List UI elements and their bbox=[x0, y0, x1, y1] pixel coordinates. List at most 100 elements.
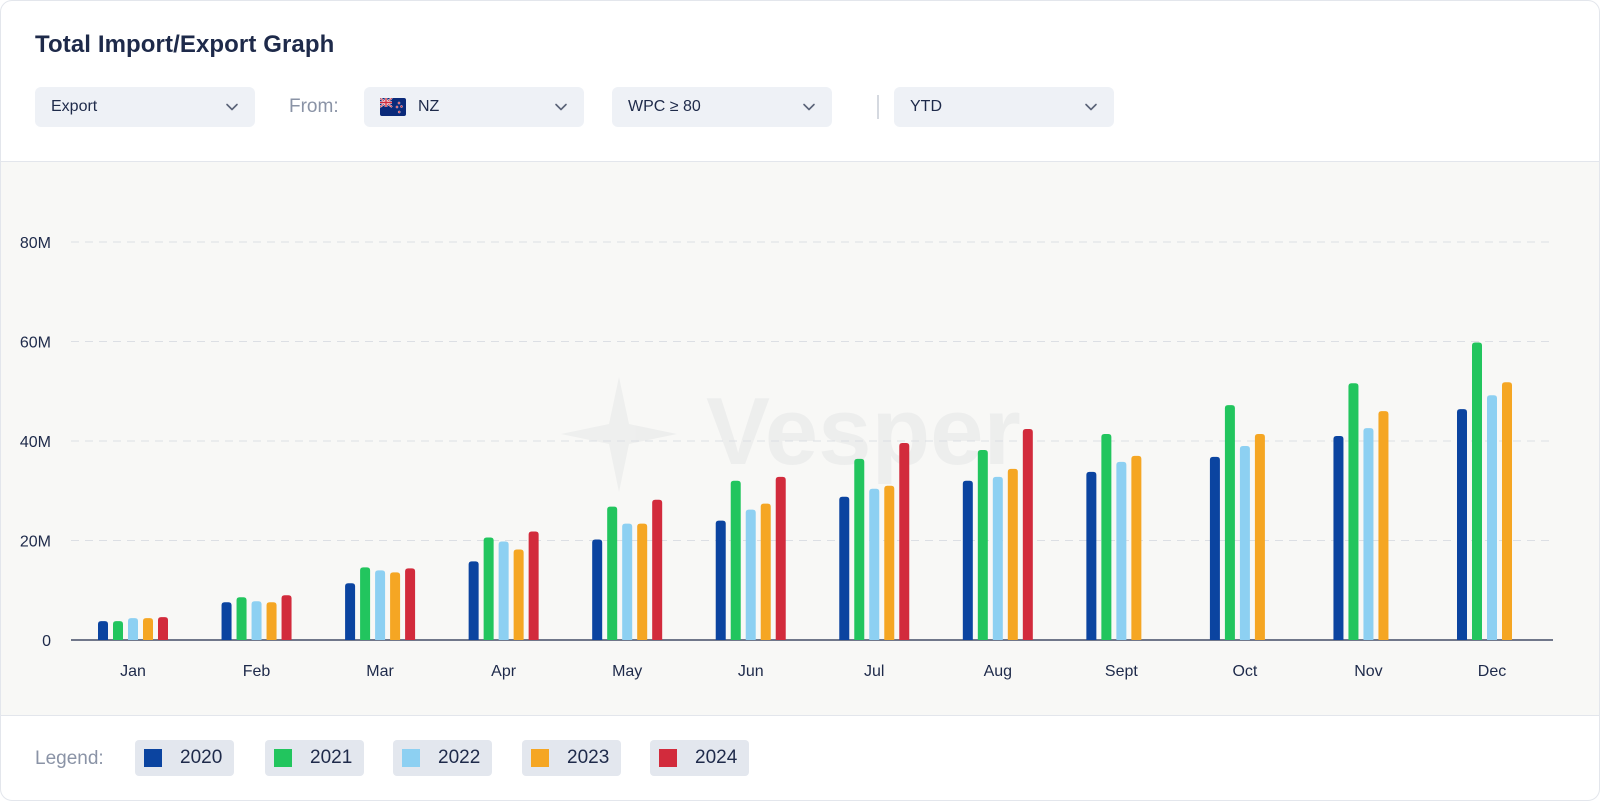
bar-2020-jul bbox=[839, 496, 850, 640]
period-dropdown[interactable]: YTD bbox=[894, 87, 1114, 127]
legend-item-label: 2023 bbox=[567, 747, 610, 768]
bar-2022-aug bbox=[992, 476, 1003, 640]
bar-2022-jan bbox=[128, 618, 138, 640]
nz-flag-icon bbox=[380, 98, 406, 116]
page-title: Total Import/Export Graph bbox=[35, 31, 335, 58]
bar-2021-oct bbox=[1224, 405, 1235, 640]
bar-2020-jun bbox=[715, 520, 726, 640]
bar-2021-sept bbox=[1101, 434, 1112, 640]
bar-2021-apr bbox=[483, 537, 494, 640]
bar-2021-aug bbox=[977, 449, 988, 640]
bar-2020-apr bbox=[468, 561, 479, 640]
bar-2024-mar bbox=[405, 568, 416, 640]
bar-2022-sept bbox=[1116, 461, 1127, 640]
bar-2022-mar bbox=[375, 570, 386, 640]
chevron-down-icon bbox=[555, 103, 567, 111]
chevron-down-icon bbox=[803, 103, 815, 111]
bar-2021-mar bbox=[360, 567, 371, 640]
legend-item-2020[interactable]: 2020 bbox=[135, 740, 235, 776]
chart-area: Vesper 0 20M 40M 60M 80M Jan Feb Mar Apr May Jun Ju… bbox=[1, 161, 1599, 716]
x-tick-label: Feb bbox=[243, 663, 271, 680]
legend-item-label: 2022 bbox=[438, 747, 481, 768]
bar-2020-nov bbox=[1333, 436, 1344, 640]
bar-2020-dec bbox=[1457, 409, 1467, 640]
bar-2023-nov bbox=[1378, 411, 1389, 640]
bar-2023-oct bbox=[1254, 434, 1265, 640]
bar-2022-oct bbox=[1239, 445, 1250, 640]
bar-2021-jun bbox=[730, 480, 741, 640]
filter-bar: Export From: NZ WPC ≥ 80 bbox=[1, 87, 1599, 127]
bar-2024-jun bbox=[775, 476, 786, 640]
bar-2020-oct bbox=[1209, 456, 1220, 640]
legend-item-label: 2020 bbox=[180, 747, 223, 768]
bar-2020-jan bbox=[98, 621, 108, 640]
legend-item-2022[interactable]: 2022 bbox=[393, 740, 493, 776]
flow-dropdown-value: Export bbox=[51, 98, 98, 115]
y-tick-label: 0 bbox=[42, 633, 51, 650]
bar-2023-may bbox=[637, 523, 648, 640]
bar-2024-jan bbox=[158, 617, 168, 640]
x-tick-label: Oct bbox=[1232, 663, 1257, 680]
legend-swatch bbox=[144, 749, 162, 767]
x-tick-label: May bbox=[612, 663, 642, 680]
legend-swatch bbox=[659, 749, 677, 767]
legend-item-label: 2021 bbox=[310, 747, 353, 768]
watermark-star-icon bbox=[561, 377, 677, 492]
bar-chart: Vesper 0 20M 40M 60M 80M Jan Feb Mar Apr May Jun Ju… bbox=[20, 235, 1553, 680]
bar-2023-sept bbox=[1131, 455, 1142, 640]
chevron-down-icon bbox=[1085, 103, 1097, 111]
bar-2022-feb bbox=[251, 601, 262, 640]
y-tick-label: 80M bbox=[20, 235, 51, 252]
bar-2022-dec bbox=[1487, 395, 1497, 640]
chevron-down-icon bbox=[226, 103, 238, 111]
bar-2024-aug bbox=[1022, 429, 1033, 640]
bar-2021-jul bbox=[854, 458, 865, 640]
flow-dropdown[interactable]: Export bbox=[35, 87, 255, 127]
country-dropdown-value: NZ bbox=[418, 98, 440, 115]
x-tick-label: Aug bbox=[984, 663, 1012, 680]
x-tick-label: Jun bbox=[738, 663, 764, 680]
legend-label: Legend: bbox=[35, 748, 104, 769]
bar-2024-jul bbox=[899, 442, 910, 640]
y-tick-label: 60M bbox=[20, 335, 51, 352]
bar-2022-nov bbox=[1363, 428, 1374, 640]
filter-divider bbox=[877, 95, 879, 119]
bar-2021-jan bbox=[113, 621, 123, 640]
legend-item-2021[interactable]: 2021 bbox=[265, 740, 365, 776]
bar-2020-mar bbox=[345, 583, 356, 640]
bar-2023-jan bbox=[143, 618, 153, 640]
bar-2021-dec bbox=[1472, 342, 1482, 640]
bar-2020-feb bbox=[221, 602, 232, 640]
x-tick-label: Mar bbox=[366, 663, 394, 680]
country-dropdown[interactable]: NZ bbox=[364, 87, 584, 127]
legend: Legend: 2020 2021 2022 2023 2024 bbox=[1, 715, 1599, 800]
bar-2023-mar bbox=[390, 572, 401, 640]
legend-swatch bbox=[274, 749, 292, 767]
x-tick-label: Dec bbox=[1478, 663, 1506, 680]
wpc-dropdown-value: WPC ≥ 80 bbox=[628, 98, 701, 115]
bar-2022-may bbox=[622, 523, 633, 640]
bar-2023-feb bbox=[266, 602, 277, 640]
bar-2022-jul bbox=[869, 488, 880, 640]
x-tick-label: Jan bbox=[120, 663, 146, 680]
legend-item-2023[interactable]: 2023 bbox=[522, 740, 622, 776]
bar-2020-sept bbox=[1086, 471, 1097, 640]
legend-item-2024[interactable]: 2024 bbox=[650, 740, 750, 776]
wpc-dropdown[interactable]: WPC ≥ 80 bbox=[612, 87, 832, 127]
bar-2020-may bbox=[592, 539, 603, 640]
from-label: From: bbox=[289, 96, 339, 117]
bar-2022-jun bbox=[745, 509, 756, 640]
x-tick-label: Jul bbox=[864, 663, 884, 680]
bar-2024-feb bbox=[281, 595, 292, 640]
bar-2023-jul bbox=[884, 485, 895, 640]
bar-2023-apr bbox=[513, 549, 524, 640]
legend-swatch bbox=[402, 749, 420, 767]
period-dropdown-value: YTD bbox=[910, 98, 942, 115]
x-tick-label: Apr bbox=[491, 663, 517, 680]
bar-2024-apr bbox=[528, 531, 539, 640]
bar-2023-dec bbox=[1502, 382, 1512, 640]
bar-2023-jun bbox=[760, 503, 771, 640]
bar-2021-may bbox=[607, 506, 618, 640]
y-tick-label: 40M bbox=[20, 434, 51, 451]
